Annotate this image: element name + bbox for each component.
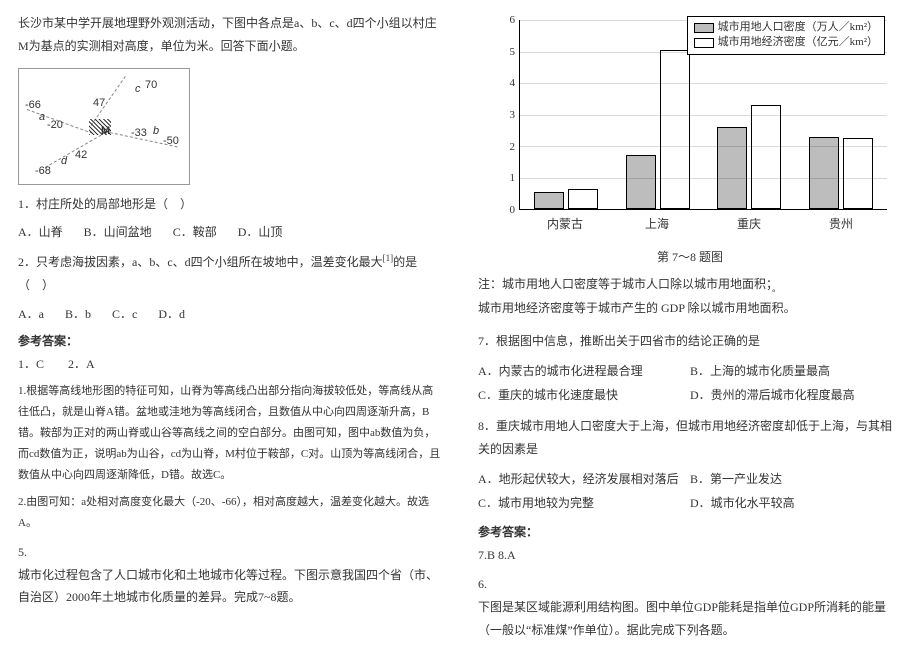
q1-options: A．山脊 B．山间盆地 C．鞍部 D．山顶 (18, 221, 442, 244)
q8-opt-d: D．城市化水平较高 (690, 491, 902, 515)
left-column: 长沙市某中学开展地理野外观测活动，下图中各点是a、b、c、d四个小组以村庄M为基… (0, 0, 460, 651)
q2-opt-d: D．d (158, 307, 185, 321)
section-5-intro: 城市化过程包含了人口城市化和土地城市化等过程。下图示意我国四个省（市、自治区）2… (18, 564, 442, 610)
legend-swatch-economy (694, 38, 714, 48)
q8-opt-c: C．城市用地较为完整 (478, 491, 690, 515)
section-6-intro: 下图是某区域能源利用结构图。图中单位GDP能耗是指单位GDP所消耗的能量（一般以… (478, 596, 902, 642)
q1-opt-d: D．山顶 (238, 225, 283, 239)
chart-legend: 城市用地人口密度（万人／km²） 城市用地经济密度（亿元／km²） (687, 16, 885, 55)
q2-opt-b: B．b (65, 307, 91, 321)
chart-note: 注：城市用地人口密度等于城市人口除以城市用地面积；。 城市用地经济密度等于城市产… (478, 273, 902, 320)
q2-stem: 2．只考虑海拔因素，a、b、c、d四个小组所在坡地中，温差变化最大[1]的是（ … (18, 250, 442, 297)
answer-heading-2: 参考答案： (478, 523, 902, 540)
legend-label-1: 城市用地人口密度（万人／km²） (718, 20, 878, 35)
footnote-marker: [1] (383, 253, 394, 263)
q7-opt-b: B．上海的城市化质量最高 (690, 359, 902, 383)
chart-caption: 第 7～8 题图 (478, 248, 902, 265)
q1-opt-b: B．山间盆地 (84, 225, 152, 239)
topo-figure: -66a-2047c70M-33b-50d-6842 (18, 68, 190, 185)
q1-opt-a: A．山脊 (18, 225, 63, 239)
q2-opt-c: C．c (112, 307, 137, 321)
explanation-2: 2.由图可知：a处相对高度变化最大（-20、-66），相对高度越大，温差变化越大… (18, 492, 442, 534)
intro-text: 长沙市某中学开展地理野外观测活动，下图中各点是a、b、c、d四个小组以村庄M为基… (18, 12, 442, 58)
q8-stem: 8．重庆城市用地人口密度大于上海，但城市用地经济密度却低于上海，与其相关的因素是 (478, 415, 902, 461)
legend-label-2: 城市用地经济密度（亿元／km²） (718, 35, 878, 50)
legend-swatch-density (694, 23, 714, 33)
q1-stem: 1．村庄所处的局部地形是（ ） (18, 193, 442, 216)
explanation-1: 1.根据等高线地形图的特征可知，山脊为等高线凸出部分指向海拔较低处，等高线从高往… (18, 381, 442, 485)
q1-opt-c: C．鞍部 (173, 225, 217, 239)
q8-opt-a: A．地形起伏较大，经济发展相对落后 (478, 467, 690, 491)
right-column: 0123456 内蒙古上海重庆贵州 城市用地人口密度（万人／km²） 城市用地经… (460, 0, 920, 651)
q7-opt-a: A．内蒙古的城市化进程最合理 (478, 359, 690, 383)
answer-2: 7.B 8.A (478, 544, 902, 567)
q8-opt-b: B．第一产业发达 (690, 467, 902, 491)
q8-options: A．地形起伏较大，经济发展相对落后 B．第一产业发达 C．城市用地较为完整 D．… (478, 467, 902, 515)
answer-heading-1: 参考答案： (18, 332, 442, 349)
q2-opt-a: A．a (18, 307, 44, 321)
q7-opt-d: D．贵州的滞后城市化程度最高 (690, 383, 902, 407)
q2-options: A．a B．b C．c D．d (18, 303, 442, 326)
bar-chart: 0123456 内蒙古上海重庆贵州 城市用地人口密度（万人／km²） 城市用地经… (485, 12, 895, 242)
section-5-number: 5. (18, 540, 442, 564)
section-6-number: 6. (478, 572, 902, 596)
q7-stem: 7．根据图中信息，推断出关于四省市的结论正确的是 (478, 330, 902, 353)
answer-1: 1．C 2．A (18, 353, 442, 376)
q7-opt-c: C．重庆的城市化速度最快 (478, 383, 690, 407)
q7-options: A．内蒙古的城市化进程最合理 B．上海的城市化质量最高 C．重庆的城市化速度最快… (478, 359, 902, 407)
